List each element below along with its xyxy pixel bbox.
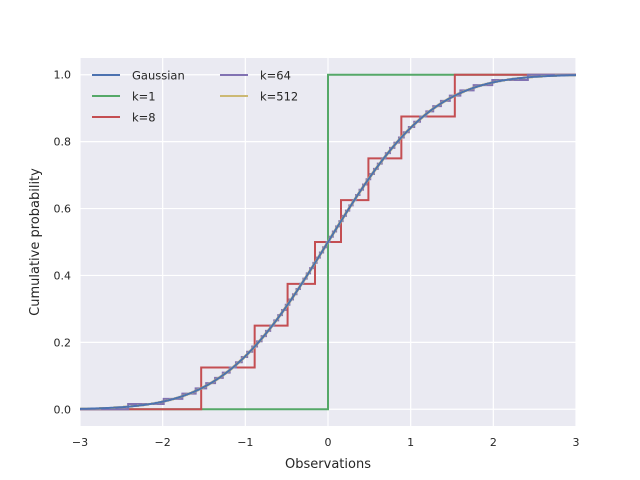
x-axis-label: Observations xyxy=(285,457,371,472)
legend-label: k=8 xyxy=(132,111,156,125)
y-tick-label: 0.6 xyxy=(54,203,72,216)
x-tick-label: −3 xyxy=(72,436,88,449)
legend: Gaussian k=1 k=8 k=64 k=512 xyxy=(92,69,298,125)
y-tick-label: 0.4 xyxy=(54,269,72,282)
y-tick-label: 0.0 xyxy=(54,403,72,416)
x-tick-label: 1 xyxy=(407,436,414,449)
y-tick-label: 1.0 xyxy=(54,69,72,82)
x-tick-label: 2 xyxy=(490,436,497,449)
y-axis-label: Cumulative probability xyxy=(28,168,43,316)
x-axis-ticks: −3 −2 −1 0 1 2 3 xyxy=(72,436,580,449)
x-tick-label: 3 xyxy=(573,436,580,449)
legend-label: k=64 xyxy=(260,69,291,83)
legend-label: Gaussian xyxy=(132,69,185,83)
legend-label: k=512 xyxy=(260,90,298,104)
legend-label: k=1 xyxy=(132,90,156,104)
x-tick-label: −1 xyxy=(237,436,253,449)
series-lines xyxy=(80,73,576,411)
y-tick-label: 0.2 xyxy=(54,336,72,349)
y-tick-label: 0.8 xyxy=(54,136,72,149)
series-line-gaussian xyxy=(80,74,576,410)
x-tick-label: 0 xyxy=(325,436,332,449)
x-tick-label: −2 xyxy=(155,436,171,449)
y-axis-ticks: 0.0 0.2 0.4 0.6 0.8 1.0 xyxy=(54,69,72,417)
